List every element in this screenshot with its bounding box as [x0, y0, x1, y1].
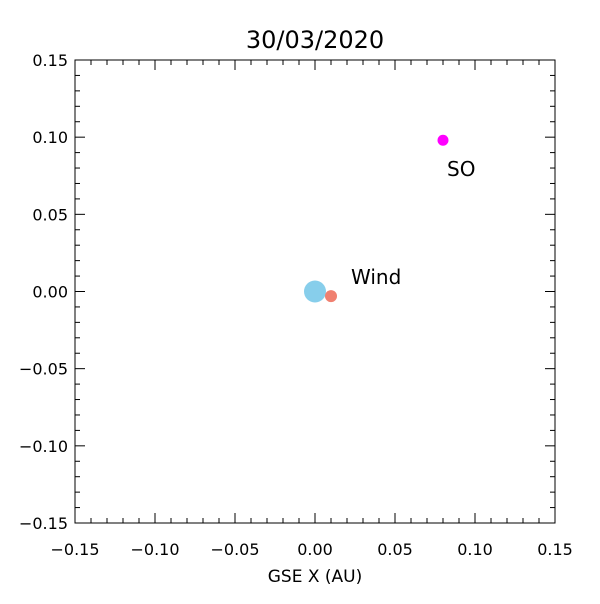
x-axis-label: GSE X (AU)	[268, 567, 363, 587]
x-tick-label: 0.00	[297, 540, 333, 559]
y-tick-label: 0.05	[32, 205, 68, 224]
y-tick-label: −0.10	[19, 437, 68, 456]
points-layer	[304, 134, 449, 303]
annotations-layer: Wind SO	[351, 157, 475, 289]
point-annotation: SO	[447, 157, 475, 181]
x-tick-label: 0.05	[377, 540, 413, 559]
x-tick-label: 0.15	[537, 540, 573, 559]
ticks-layer	[74, 59, 556, 524]
chart-title: 30/03/2020	[246, 26, 384, 54]
x-tick-label: −0.05	[210, 540, 259, 559]
point-annotation: Wind	[351, 265, 401, 289]
y-tick-label: −0.15	[19, 514, 68, 533]
y-tick-label: 0.00	[32, 283, 68, 302]
x-tick-label: 0.10	[457, 540, 493, 559]
y-tick-label: −0.05	[19, 360, 68, 379]
data-point	[437, 134, 449, 146]
x-tick-label: −0.15	[50, 540, 99, 559]
y-tick-label: 0.10	[32, 128, 68, 147]
data-point	[325, 290, 337, 303]
labels-layer: −0.15 −0.10 −0.05 0.00 0.05 0.10 0.15 −0.15 −0.1…	[19, 51, 573, 559]
data-point	[304, 280, 326, 303]
x-tick-label: −0.10	[130, 540, 179, 559]
y-tick-label: 0.15	[32, 51, 68, 70]
